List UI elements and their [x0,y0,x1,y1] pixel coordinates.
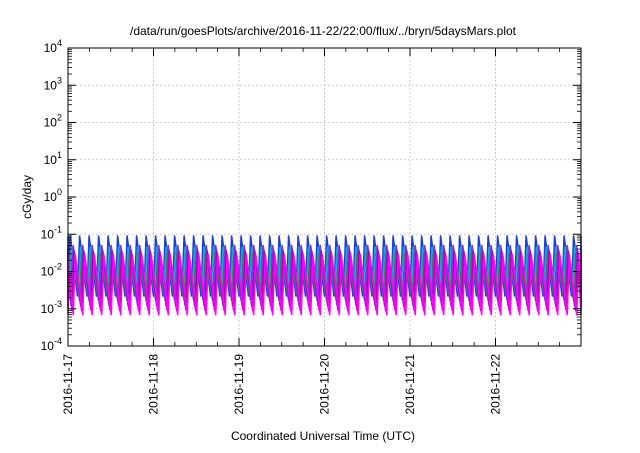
series-line [67,246,582,290]
y-tick-labels: 10-4 10-3 10-2 10-1 100 101 102 103 104 [41,38,62,353]
series-line [67,235,582,297]
y-tick-label: 10-3 [41,299,62,316]
x-tick-label: 2016-11-17 [61,354,75,415]
chart-title: /data/run/goesPlots/archive/2016-11-22/2… [130,24,517,38]
x-tick-label: 2016-11-20 [318,354,332,415]
x-tick-label: 2016-11-21 [403,354,417,415]
x-tick-labels: 2016-11-17 2016-11-18 2016-11-19 2016-11-20… [61,354,503,415]
y-tick-label: 100 [44,187,62,204]
grid [68,48,581,346]
y-tick-label: 10-1 [41,224,62,241]
series-line [67,254,582,316]
y-tick-label: 103 [44,75,62,92]
series-line [67,244,582,307]
x-tick-label: 2016-11-22 [489,354,503,415]
series-group [67,235,582,316]
x-tick-label: 2016-11-18 [147,354,161,415]
axis-ticks [67,47,582,347]
y-axis-label: cGy/day [20,175,34,219]
x-tick-label: 2016-11-19 [232,354,246,415]
series-line [67,250,582,312]
y-tick-label: 104 [44,38,62,55]
y-tick-label: 101 [44,150,62,167]
y-tick-label: 10-4 [41,336,62,353]
y-tick-label: 102 [44,113,62,130]
y-tick-label: 10-2 [41,262,62,279]
x-axis-label: Coordinated Universal Time (UTC) [231,429,415,443]
